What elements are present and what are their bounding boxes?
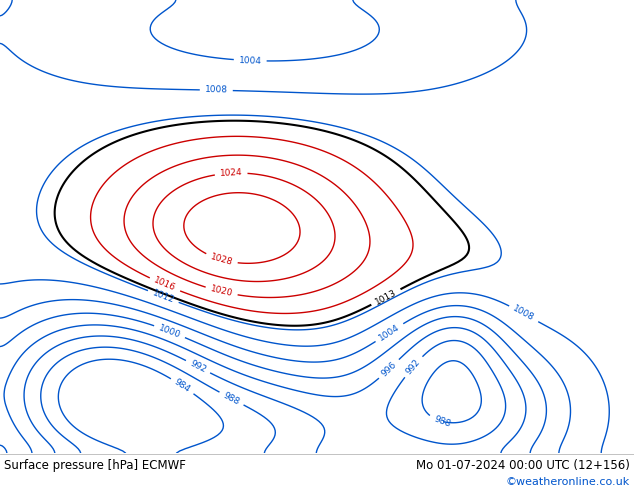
Text: 1024: 1024	[219, 168, 243, 178]
Text: 996: 996	[380, 360, 398, 378]
Text: 1004: 1004	[238, 55, 262, 66]
Text: 1012: 1012	[151, 288, 176, 305]
Text: 1016: 1016	[153, 276, 177, 294]
Text: Mo 01-07-2024 00:00 UTC (12+156): Mo 01-07-2024 00:00 UTC (12+156)	[416, 459, 630, 472]
Text: Surface pressure [hPa] ECMWF: Surface pressure [hPa] ECMWF	[4, 459, 186, 472]
Text: 1000: 1000	[157, 323, 182, 340]
Text: 992: 992	[404, 357, 422, 376]
Text: 1004: 1004	[377, 322, 401, 343]
Text: 992: 992	[188, 359, 208, 375]
Text: 988: 988	[222, 391, 241, 407]
Text: 988: 988	[432, 414, 452, 429]
Text: 1008: 1008	[512, 304, 536, 323]
Text: 1028: 1028	[209, 252, 234, 267]
Text: 1013: 1013	[373, 288, 398, 306]
Text: ©weatheronline.co.uk: ©weatheronline.co.uk	[506, 477, 630, 487]
Text: 1008: 1008	[205, 85, 228, 95]
Text: 984: 984	[172, 378, 192, 394]
Text: 1020: 1020	[209, 285, 234, 298]
